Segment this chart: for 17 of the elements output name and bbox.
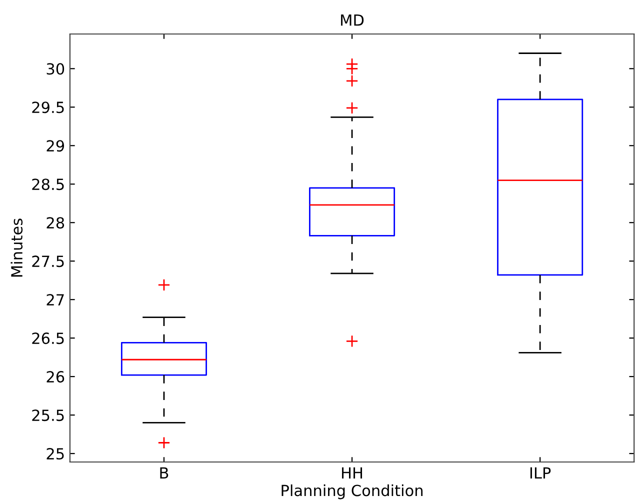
x-tick-label: B (160, 467, 168, 478)
y-tick-label: 28 (46, 217, 64, 229)
x-axis-title: Planning Condition (282, 484, 423, 500)
y-axis-title: Minutes (10, 218, 23, 277)
x-tick-label: HH (342, 467, 362, 478)
y-tick-label: 26.5 (32, 332, 64, 344)
x-tick-label: ILP (530, 467, 551, 478)
y-tick-label: 29 (46, 140, 64, 152)
y-tick-label: 25 (46, 448, 64, 460)
y-tick-label: 30 (46, 63, 64, 75)
y-tick-label: 27 (46, 294, 64, 306)
y-tick-label: 26 (46, 371, 64, 383)
y-tick-label: 28.5 (32, 178, 64, 190)
y-tick-label: 27.5 (32, 256, 64, 268)
y-tick-label: 25.5 (32, 410, 64, 422)
chart-title: MD (341, 14, 364, 26)
y-tick-label: 29.5 (32, 102, 64, 114)
